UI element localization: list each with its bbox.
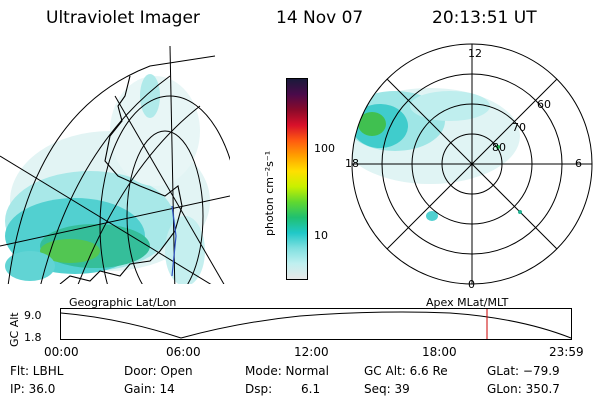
altitude-ytick-1.8: 1.8 bbox=[24, 331, 42, 344]
mlat-label-70: 70 bbox=[512, 121, 526, 134]
altitude-xtick-0600: 06:00 bbox=[166, 345, 201, 359]
mlat-label-80: 80 bbox=[492, 141, 506, 154]
altitude-ytick-9: 9.0 bbox=[24, 309, 42, 322]
altitude-plot bbox=[60, 308, 572, 340]
colorbar-unit-label: photon cm⁻²s⁻¹ bbox=[263, 150, 276, 236]
polar-mlat-mlt-plot bbox=[351, 43, 593, 285]
instrument-title: Ultraviolet Imager bbox=[46, 8, 200, 28]
dsp-label: Dsp: bbox=[245, 382, 273, 396]
altitude-ylabel: GC Alt bbox=[8, 312, 21, 347]
right-panel-caption: Apex MLat/MLT bbox=[426, 296, 509, 309]
aurora-emission-right bbox=[352, 88, 520, 221]
glon-info: GLon: 350.7 bbox=[487, 382, 560, 396]
colorbar-tick-100: 100 bbox=[314, 142, 335, 155]
altitude-curve bbox=[60, 311, 572, 339]
time-label: 20:13:51 UT bbox=[432, 8, 537, 28]
altitude-xtick-0000: 00:00 bbox=[44, 345, 79, 359]
glat-info: GLat: −79.9 bbox=[487, 364, 560, 378]
door-info: Door: Open bbox=[124, 364, 193, 378]
gain-info: Gain: 14 bbox=[124, 382, 175, 396]
date-label: 14 Nov 07 bbox=[276, 8, 364, 28]
altitude-xtick-1800: 18:00 bbox=[422, 345, 457, 359]
mlt-label-12: 12 bbox=[468, 47, 482, 60]
coastline bbox=[59, 75, 183, 284]
gc-alt-info: GC Alt: 6.6 Re bbox=[364, 364, 448, 378]
altitude-xtick-1200: 12:00 bbox=[294, 345, 329, 359]
mlat-label-60: 60 bbox=[537, 98, 551, 111]
mlt-label-18: 18 bbox=[345, 157, 359, 170]
colorbar-tick-10: 10 bbox=[314, 229, 328, 242]
seq-info: Seq: 39 bbox=[364, 382, 410, 396]
left-panel-caption: Geographic Lat/Lon bbox=[69, 296, 177, 309]
filter-info: Flt: LBHL bbox=[10, 364, 64, 378]
mode-info: Mode: Normal bbox=[245, 364, 329, 378]
mlt-label-0: 0 bbox=[468, 278, 475, 291]
altitude-xtick-2359: 23:59 bbox=[549, 345, 584, 359]
geographic-map bbox=[0, 45, 230, 284]
dsp-value: 6.1 bbox=[301, 382, 321, 396]
mlt-label-6: 6 bbox=[575, 157, 582, 170]
colorbar bbox=[286, 78, 308, 280]
ip-info: IP: 36.0 bbox=[10, 382, 56, 396]
